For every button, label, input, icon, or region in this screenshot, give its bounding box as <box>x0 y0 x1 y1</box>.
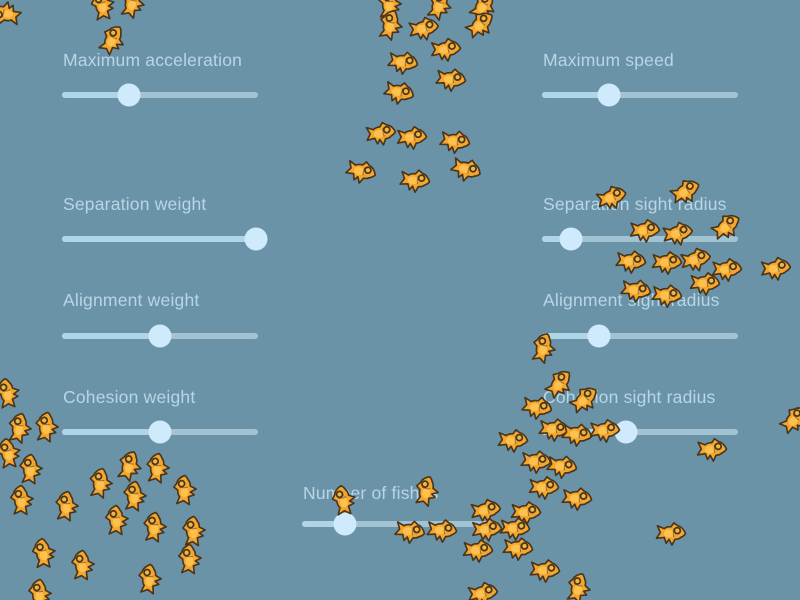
fish-sprite <box>560 421 594 449</box>
fish-sprite <box>398 167 432 195</box>
slider-label-number-of-fishes: Number of fishes <box>303 483 439 503</box>
fish-sprite <box>423 0 457 24</box>
fish-sprite <box>88 0 118 23</box>
slider-label-alignment-weight: Alignment weight <box>63 290 200 310</box>
slider-label-cohesion-weight: Cohesion weight <box>63 387 196 407</box>
slider-fill-alignment-weight <box>62 333 160 339</box>
fish-sprite <box>563 570 595 600</box>
fish-sprite <box>5 410 35 446</box>
slider-label-alignment-sight-radius: Alignment sight radius <box>543 290 720 310</box>
fish-sprite <box>501 535 535 563</box>
fish-sprite <box>660 219 696 249</box>
fish-sprite <box>181 515 207 547</box>
fish-sprite <box>144 451 172 485</box>
fish-sprite <box>70 549 96 581</box>
fish-sprite <box>510 500 542 526</box>
slider-thumb-separation-weight[interactable] <box>244 227 268 251</box>
fish-sprite <box>655 521 687 547</box>
slider-thumb-maximum-speed[interactable] <box>597 83 621 107</box>
fish-sprite <box>396 125 428 151</box>
slider-label-separation-weight: Separation weight <box>63 194 207 214</box>
slider-fill-separation-sight-radius <box>542 236 572 242</box>
fish-sprite <box>759 255 793 283</box>
fish-sprite <box>545 453 579 481</box>
slider-separation-weight[interactable] <box>62 227 268 251</box>
fish-sprite <box>53 489 81 523</box>
fish-sprite <box>172 474 198 506</box>
fish-sprite <box>519 448 553 476</box>
fish-sprite <box>141 510 169 544</box>
fish-sprite <box>434 66 468 94</box>
fish-sprite <box>406 14 442 44</box>
fish-sprite <box>117 0 149 21</box>
slider-fill-cohesion-weight <box>62 429 160 435</box>
fish-sprite <box>461 6 501 44</box>
fish-sprite <box>528 475 560 501</box>
slider-maximum-acceleration[interactable] <box>62 83 258 107</box>
slider-thumb-separation-sight-radius[interactable] <box>559 227 583 251</box>
slider-fill-alignment-sight-radius <box>542 333 599 339</box>
fish-sprite <box>30 536 58 570</box>
slider-fill-maximum-speed <box>542 92 609 98</box>
slider-thumb-alignment-sight-radius[interactable] <box>587 324 611 348</box>
fish-sprite <box>0 435 24 471</box>
slider-label-separation-sight-radius: Separation sight radius <box>543 194 727 214</box>
fish-sprite <box>529 558 561 584</box>
fish-sprite <box>177 543 203 575</box>
fish-sprite <box>614 248 648 276</box>
slider-fill-number-of-fishes <box>302 521 346 527</box>
slider-thumb-alignment-weight[interactable] <box>148 324 172 348</box>
slider-label-cohesion-sight-radius: Cohesion sight radius <box>543 387 716 407</box>
slider-alignment-weight[interactable] <box>62 324 258 348</box>
fish-sprite <box>33 410 61 444</box>
fish-sprite <box>499 516 531 542</box>
fish-sprite <box>462 538 494 564</box>
slider-number-of-fishes[interactable] <box>302 512 498 536</box>
slider-fill-cohesion-sight-radius <box>542 429 627 435</box>
slider-label-maximum-speed: Maximum speed <box>543 50 674 70</box>
fish-sprite <box>343 156 379 188</box>
fish-sprite <box>678 245 714 275</box>
slider-thumb-number-of-fishes[interactable] <box>333 512 357 536</box>
fish-sprite <box>114 447 146 485</box>
fish-sprite <box>121 479 149 513</box>
fish-sprite <box>497 428 529 454</box>
fish-sprite <box>376 0 404 21</box>
slider-cohesion-sight-radius[interactable] <box>542 420 738 444</box>
slider-thumb-cohesion-sight-radius[interactable] <box>614 420 638 444</box>
slider-alignment-sight-radius[interactable] <box>542 324 738 348</box>
fish-sprite <box>429 36 463 64</box>
fish-sprite <box>466 580 500 600</box>
fish-sprite <box>136 562 164 596</box>
fish-sprite <box>0 0 24 29</box>
slider-fill-separation-weight <box>62 236 257 242</box>
fish-sprite <box>775 400 800 440</box>
fish-sprite <box>711 257 743 283</box>
fish-sprite <box>18 453 44 485</box>
fish-sprite <box>104 504 130 536</box>
fish-sprite <box>438 128 472 156</box>
fish-sprite <box>87 466 115 500</box>
slider-thumb-maximum-acceleration[interactable] <box>117 83 141 107</box>
fish-sprite <box>375 7 407 43</box>
fish-sprite <box>9 484 35 516</box>
fish-sprite <box>386 49 420 77</box>
fish-sprite <box>0 375 23 411</box>
fish-sprite <box>447 154 485 186</box>
slider-fill-maximum-acceleration <box>62 92 129 98</box>
fish-sprite <box>560 485 594 513</box>
slider-maximum-speed[interactable] <box>542 83 738 107</box>
fish-sprite <box>381 77 417 109</box>
fish-sprite <box>651 250 683 276</box>
slider-cohesion-weight[interactable] <box>62 420 258 444</box>
fish-sprite <box>696 437 728 463</box>
slider-label-maximum-acceleration: Maximum acceleration <box>63 50 243 70</box>
fish-sprite <box>465 0 503 26</box>
fish-sprite <box>27 578 53 600</box>
fish-sprite <box>364 120 398 148</box>
slider-separation-sight-radius[interactable] <box>542 227 738 251</box>
slider-thumb-cohesion-weight[interactable] <box>148 420 172 444</box>
